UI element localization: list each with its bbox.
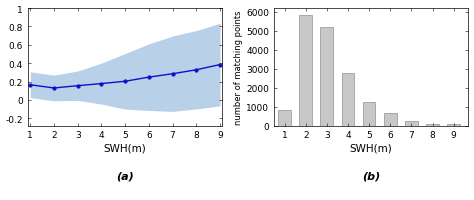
- Bar: [447, 124, 460, 126]
- Y-axis label: number of matching points: number of matching points: [234, 11, 243, 124]
- X-axis label: SWH(m): SWH(m): [350, 143, 392, 153]
- Bar: [278, 110, 291, 126]
- Bar: [426, 124, 439, 126]
- Text: (b): (b): [362, 170, 380, 180]
- Text: (a): (a): [116, 170, 134, 180]
- Bar: [320, 28, 333, 126]
- Bar: [405, 122, 418, 126]
- Bar: [300, 16, 312, 126]
- Bar: [384, 113, 397, 126]
- X-axis label: SWH(m): SWH(m): [104, 143, 146, 153]
- Bar: [363, 102, 375, 126]
- Bar: [342, 74, 354, 126]
